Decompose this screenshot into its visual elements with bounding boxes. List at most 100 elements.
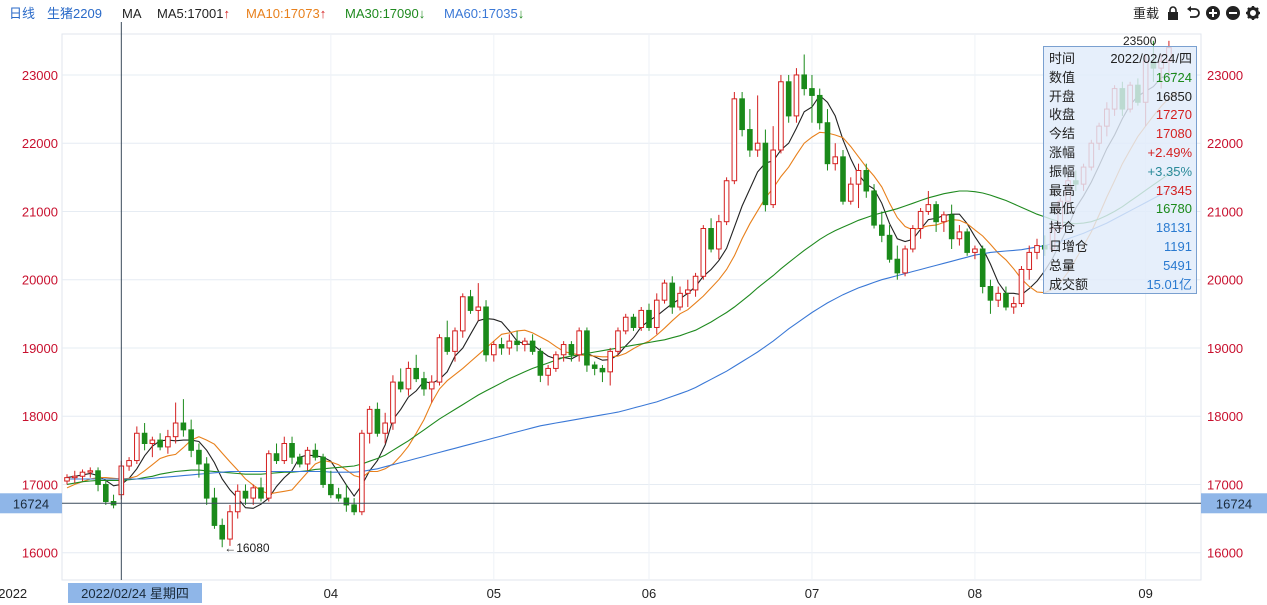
tooltip-key: 最低 xyxy=(1049,201,1076,217)
period-selector[interactable]: 日线 xyxy=(9,6,36,21)
date-tag xyxy=(68,583,202,603)
candle xyxy=(312,443,319,461)
candle xyxy=(522,337,528,352)
tooltip-value: 5491 xyxy=(1163,257,1192,273)
candle-body xyxy=(847,183,854,202)
ma30-value: MA30:17090 xyxy=(345,6,419,21)
candle-body xyxy=(723,180,730,223)
candle xyxy=(972,245,978,260)
date-tag-label: 2022/02/24 星期四 xyxy=(81,586,189,601)
candle-body xyxy=(79,471,86,477)
candle xyxy=(847,177,854,205)
candle xyxy=(529,334,536,355)
candle xyxy=(599,365,606,383)
candle-body xyxy=(172,422,179,438)
candle xyxy=(95,467,101,492)
candle-body xyxy=(933,204,939,223)
tooltip-row: 最高 17345 xyxy=(1049,182,1192,200)
candle-body xyxy=(312,449,319,458)
candle xyxy=(188,419,194,458)
candle xyxy=(754,95,761,157)
candle xyxy=(941,211,947,232)
indicator-label[interactable]: MA xyxy=(122,6,142,21)
reload-button[interactable]: 重载 xyxy=(1132,6,1159,21)
plot-area[interactable] xyxy=(61,33,1202,581)
candle-body xyxy=(576,330,582,356)
candle xyxy=(863,163,870,198)
candle-body xyxy=(685,289,691,294)
x-tick-label: 06 xyxy=(642,586,656,601)
x-tick-label: 09 xyxy=(1138,586,1152,601)
candle xyxy=(491,341,497,362)
candle xyxy=(739,92,745,137)
candle-body xyxy=(71,475,78,479)
candle xyxy=(1034,238,1040,260)
candle xyxy=(584,327,590,372)
candle-body xyxy=(894,258,901,274)
lock-icon[interactable] xyxy=(1165,6,1181,22)
candle-body xyxy=(328,483,334,496)
candle-body xyxy=(638,309,645,328)
candle xyxy=(630,313,637,331)
price-tag-right xyxy=(1201,493,1267,514)
candle-body xyxy=(413,367,419,380)
candle xyxy=(576,327,582,362)
candle xyxy=(320,453,326,488)
candle xyxy=(273,443,280,464)
ma60-value: MA60:17035 xyxy=(444,6,518,21)
candle xyxy=(297,453,303,468)
undo-icon[interactable] xyxy=(1185,6,1201,22)
candle xyxy=(134,426,140,464)
candle-body xyxy=(917,210,924,230)
candle xyxy=(421,371,427,396)
x-axis: 2022 04 05 06 07 08 09 xyxy=(0,586,1153,601)
up-arrow-icon: ↑ xyxy=(223,6,231,21)
candle xyxy=(591,361,598,376)
candle-body xyxy=(390,381,396,424)
x-tick-label: 05 xyxy=(487,586,501,601)
candle xyxy=(537,347,544,383)
candle-body xyxy=(871,190,877,226)
candle xyxy=(475,283,482,321)
tooltip-row: 最低 16780 xyxy=(1049,200,1192,218)
candle xyxy=(607,347,614,386)
candle xyxy=(366,405,373,444)
zoom-in-icon[interactable] xyxy=(1205,6,1221,22)
candle xyxy=(405,361,412,396)
candle xyxy=(731,92,738,185)
candle xyxy=(661,279,668,304)
zoom-out-icon[interactable] xyxy=(1225,6,1241,22)
candle-body xyxy=(708,228,714,250)
candle xyxy=(677,286,683,311)
candle-body xyxy=(265,453,272,499)
candle-body xyxy=(126,460,132,467)
y-tick-label-left: 20000 xyxy=(22,273,58,288)
y-axis: 16000 16000 17000 17000 18000 18000 19000 19000… xyxy=(22,68,1243,561)
tooltip-value: 18131 xyxy=(1155,220,1192,236)
candle xyxy=(708,218,714,253)
down-arrow-icon: ↓ xyxy=(517,6,525,21)
candle-body xyxy=(987,286,994,301)
candle xyxy=(917,208,924,239)
candle xyxy=(180,399,187,437)
candle-body xyxy=(886,234,893,260)
y-tick-label-right: 23000 xyxy=(1207,68,1243,83)
candle xyxy=(638,307,645,331)
candle-body xyxy=(467,296,474,311)
y-tick-label-right: 17000 xyxy=(1207,477,1243,492)
candle-body xyxy=(770,149,776,206)
candle-body xyxy=(646,309,652,328)
candle-body xyxy=(948,214,955,240)
tooltip-row: 总量 5491 xyxy=(1049,257,1192,275)
candle-body xyxy=(491,344,497,356)
tooltip-key: 总量 xyxy=(1049,257,1076,273)
crosshair: 16724 16724 2022/02/24 星期四 xyxy=(0,22,1267,603)
price-tag-left-label: 16724 xyxy=(13,496,49,511)
settings-icon[interactable] xyxy=(1245,6,1261,22)
symbol-label[interactable]: 生猪2209 xyxy=(47,6,102,21)
candle xyxy=(778,74,784,154)
candle xyxy=(886,225,893,263)
candle xyxy=(149,436,156,458)
candle xyxy=(71,470,78,484)
